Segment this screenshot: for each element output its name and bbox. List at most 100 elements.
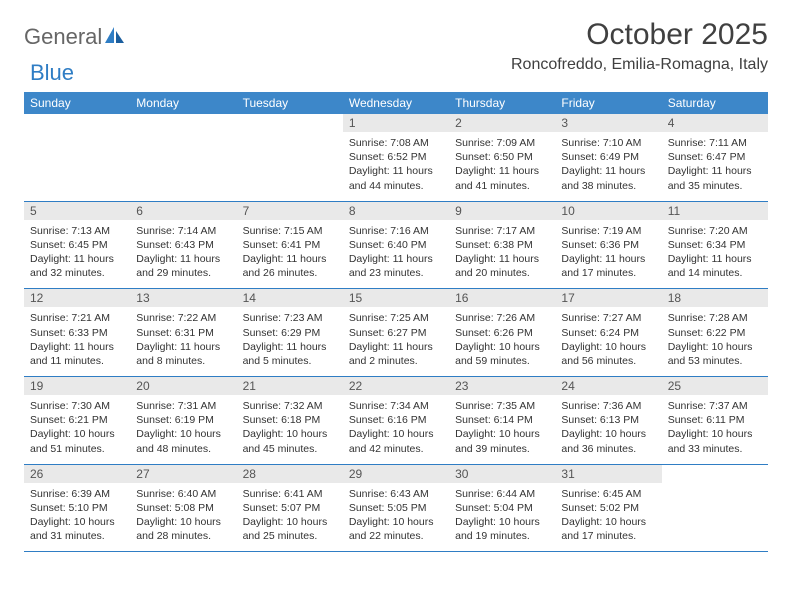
day-number: 20 <box>130 377 236 395</box>
day-body: Sunrise: 7:22 AMSunset: 6:31 PMDaylight:… <box>130 307 236 376</box>
day-number: 14 <box>237 289 343 307</box>
calendar-cell: 24Sunrise: 7:36 AMSunset: 6:13 PMDayligh… <box>555 377 661 465</box>
sunset-text: Sunset: 6:27 PM <box>349 326 443 340</box>
calendar-cell: 20Sunrise: 7:31 AMSunset: 6:19 PMDayligh… <box>130 377 236 465</box>
calendar-cell: 30Sunrise: 6:44 AMSunset: 5:04 PMDayligh… <box>449 464 555 552</box>
calendar-cell: 7Sunrise: 7:15 AMSunset: 6:41 PMDaylight… <box>237 201 343 289</box>
sunset-text: Sunset: 6:21 PM <box>30 413 124 427</box>
sunrise-text: Sunrise: 7:32 AM <box>243 399 337 413</box>
calendar-cell: 11Sunrise: 7:20 AMSunset: 6:34 PMDayligh… <box>662 201 768 289</box>
day-body: Sunrise: 7:20 AMSunset: 6:34 PMDaylight:… <box>662 220 768 289</box>
day-body: Sunrise: 7:09 AMSunset: 6:50 PMDaylight:… <box>449 132 555 201</box>
day-number: 11 <box>662 202 768 220</box>
calendar-week: 5Sunrise: 7:13 AMSunset: 6:45 PMDaylight… <box>24 201 768 289</box>
day-number: 7 <box>237 202 343 220</box>
day-number: 1 <box>343 114 449 132</box>
daylight-text: Daylight: 11 hours and 5 minutes. <box>243 340 337 368</box>
day-body: Sunrise: 7:16 AMSunset: 6:40 PMDaylight:… <box>343 220 449 289</box>
day-body: Sunrise: 7:08 AMSunset: 6:52 PMDaylight:… <box>343 132 449 201</box>
sunrise-text: Sunrise: 7:16 AM <box>349 224 443 238</box>
sunset-text: Sunset: 6:18 PM <box>243 413 337 427</box>
calendar-cell: 25Sunrise: 7:37 AMSunset: 6:11 PMDayligh… <box>662 377 768 465</box>
day-number: 6 <box>130 202 236 220</box>
day-number: 3 <box>555 114 661 132</box>
daylight-text: Daylight: 10 hours and 45 minutes. <box>243 427 337 455</box>
day-body: Sunrise: 7:25 AMSunset: 6:27 PMDaylight:… <box>343 307 449 376</box>
day-number: 22 <box>343 377 449 395</box>
day-number-empty <box>130 114 236 131</box>
calendar-cell: 13Sunrise: 7:22 AMSunset: 6:31 PMDayligh… <box>130 289 236 377</box>
calendar-cell: 5Sunrise: 7:13 AMSunset: 6:45 PMDaylight… <box>24 201 130 289</box>
title-block: October 2025 Roncofreddo, Emilia-Romagna… <box>511 18 768 74</box>
day-number: 31 <box>555 465 661 483</box>
sunrise-text: Sunrise: 6:39 AM <box>30 487 124 501</box>
sunrise-text: Sunrise: 7:28 AM <box>668 311 762 325</box>
sunrise-text: Sunrise: 7:22 AM <box>136 311 230 325</box>
daylight-text: Daylight: 11 hours and 2 minutes. <box>349 340 443 368</box>
day-body: Sunrise: 7:32 AMSunset: 6:18 PMDaylight:… <box>237 395 343 464</box>
sunrise-text: Sunrise: 7:09 AM <box>455 136 549 150</box>
sunset-text: Sunset: 6:52 PM <box>349 150 443 164</box>
calendar-cell: 10Sunrise: 7:19 AMSunset: 6:36 PMDayligh… <box>555 201 661 289</box>
day-body <box>662 482 768 540</box>
day-number: 24 <box>555 377 661 395</box>
sunset-text: Sunset: 6:11 PM <box>668 413 762 427</box>
month-title: October 2025 <box>511 18 768 52</box>
dayhead-tuesday: Tuesday <box>237 92 343 114</box>
sunset-text: Sunset: 6:16 PM <box>349 413 443 427</box>
calendar-cell: 1Sunrise: 7:08 AMSunset: 6:52 PMDaylight… <box>343 114 449 201</box>
day-number: 12 <box>24 289 130 307</box>
dayhead-wednesday: Wednesday <box>343 92 449 114</box>
sunrise-text: Sunrise: 7:19 AM <box>561 224 655 238</box>
sunrise-text: Sunrise: 6:41 AM <box>243 487 337 501</box>
daylight-text: Daylight: 10 hours and 42 minutes. <box>349 427 443 455</box>
daylight-text: Daylight: 10 hours and 33 minutes. <box>668 427 762 455</box>
calendar-cell: 6Sunrise: 7:14 AMSunset: 6:43 PMDaylight… <box>130 201 236 289</box>
sunset-text: Sunset: 6:14 PM <box>455 413 549 427</box>
daylight-text: Daylight: 10 hours and 28 minutes. <box>136 515 230 543</box>
sunrise-text: Sunrise: 7:13 AM <box>30 224 124 238</box>
sunset-text: Sunset: 6:26 PM <box>455 326 549 340</box>
daylight-text: Daylight: 11 hours and 20 minutes. <box>455 252 549 280</box>
day-body <box>237 131 343 189</box>
day-number: 19 <box>24 377 130 395</box>
sunset-text: Sunset: 6:41 PM <box>243 238 337 252</box>
daylight-text: Daylight: 11 hours and 23 minutes. <box>349 252 443 280</box>
sunrise-text: Sunrise: 7:11 AM <box>668 136 762 150</box>
sunset-text: Sunset: 6:38 PM <box>455 238 549 252</box>
daylight-text: Daylight: 10 hours and 17 minutes. <box>561 515 655 543</box>
sunset-text: Sunset: 6:47 PM <box>668 150 762 164</box>
day-body: Sunrise: 7:10 AMSunset: 6:49 PMDaylight:… <box>555 132 661 201</box>
sunrise-text: Sunrise: 7:10 AM <box>561 136 655 150</box>
daylight-text: Daylight: 11 hours and 44 minutes. <box>349 164 443 192</box>
daylight-text: Daylight: 10 hours and 25 minutes. <box>243 515 337 543</box>
logo: General <box>24 18 128 50</box>
daylight-text: Daylight: 10 hours and 48 minutes. <box>136 427 230 455</box>
calendar-cell: 18Sunrise: 7:28 AMSunset: 6:22 PMDayligh… <box>662 289 768 377</box>
day-body: Sunrise: 7:37 AMSunset: 6:11 PMDaylight:… <box>662 395 768 464</box>
sunrise-text: Sunrise: 6:44 AM <box>455 487 549 501</box>
calendar-cell: 16Sunrise: 7:26 AMSunset: 6:26 PMDayligh… <box>449 289 555 377</box>
sunrise-text: Sunrise: 7:37 AM <box>668 399 762 413</box>
day-body: Sunrise: 6:40 AMSunset: 5:08 PMDaylight:… <box>130 483 236 552</box>
day-number: 17 <box>555 289 661 307</box>
daylight-text: Daylight: 10 hours and 36 minutes. <box>561 427 655 455</box>
day-body: Sunrise: 7:13 AMSunset: 6:45 PMDaylight:… <box>24 220 130 289</box>
sunrise-text: Sunrise: 7:30 AM <box>30 399 124 413</box>
sunrise-text: Sunrise: 7:17 AM <box>455 224 549 238</box>
day-number: 5 <box>24 202 130 220</box>
day-number: 30 <box>449 465 555 483</box>
day-number-empty <box>662 465 768 482</box>
day-number: 2 <box>449 114 555 132</box>
sunrise-text: Sunrise: 7:14 AM <box>136 224 230 238</box>
daylight-text: Daylight: 11 hours and 35 minutes. <box>668 164 762 192</box>
calendar-page: General October 2025 Roncofreddo, Emilia… <box>0 0 792 552</box>
day-number: 26 <box>24 465 130 483</box>
sunset-text: Sunset: 6:19 PM <box>136 413 230 427</box>
daylight-text: Daylight: 11 hours and 32 minutes. <box>30 252 124 280</box>
sunset-text: Sunset: 5:04 PM <box>455 501 549 515</box>
daylight-text: Daylight: 10 hours and 39 minutes. <box>455 427 549 455</box>
calendar-cell: 2Sunrise: 7:09 AMSunset: 6:50 PMDaylight… <box>449 114 555 201</box>
dayhead-friday: Friday <box>555 92 661 114</box>
location: Roncofreddo, Emilia-Romagna, Italy <box>511 56 768 74</box>
